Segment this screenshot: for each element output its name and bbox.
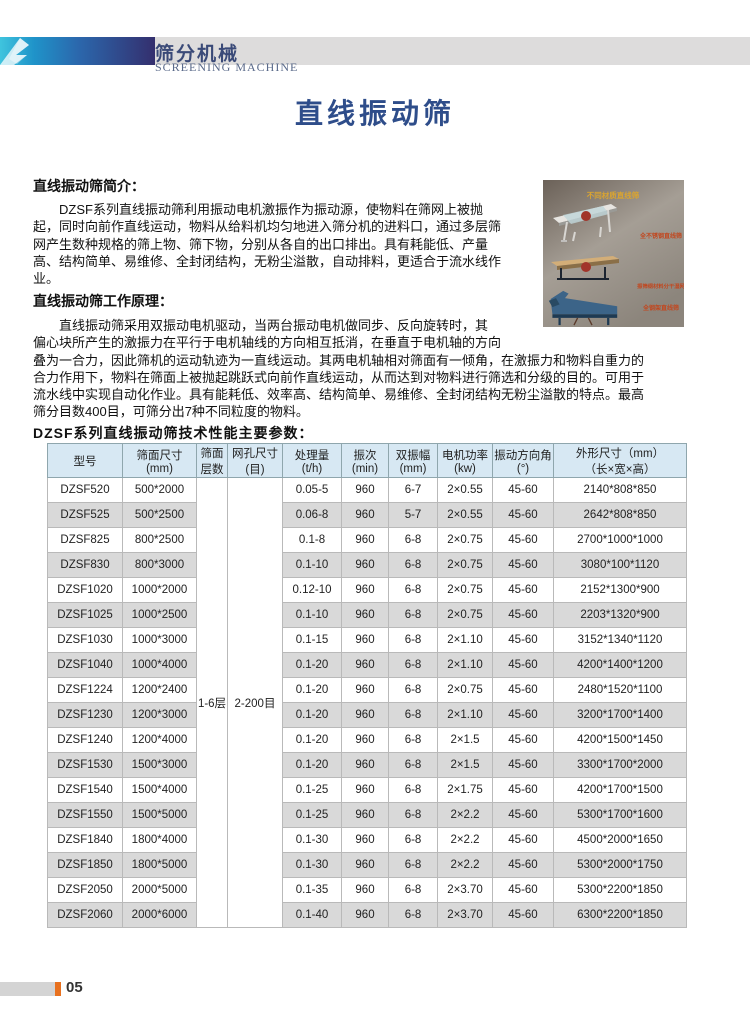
- svg-text:振筛纲材料分干湿网: 振筛纲材料分干湿网: [637, 282, 684, 290]
- svg-text:不同材质直线筛: 不同材质直线筛: [587, 190, 640, 200]
- svg-text:全不锈钢直线筛: 全不锈钢直线筛: [639, 232, 682, 240]
- svg-text:全钢架直线筛: 全钢架直线筛: [642, 304, 679, 312]
